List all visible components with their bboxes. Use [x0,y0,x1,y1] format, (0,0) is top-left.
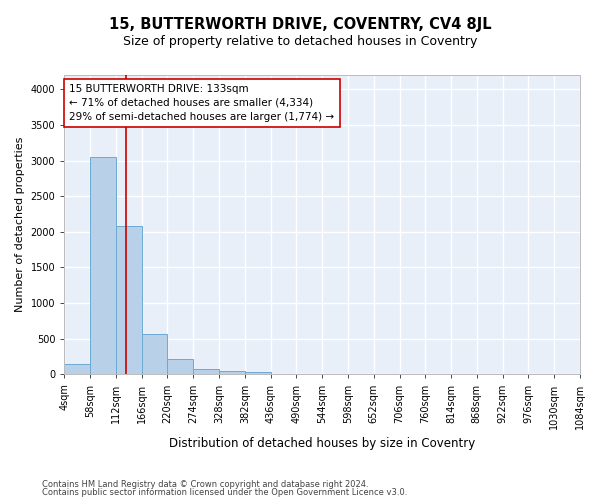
Y-axis label: Number of detached properties: Number of detached properties [15,137,25,312]
Text: 15, BUTTERWORTH DRIVE, COVENTRY, CV4 8JL: 15, BUTTERWORTH DRIVE, COVENTRY, CV4 8JL [109,18,491,32]
Bar [90,157,116,374]
Bar [116,226,142,374]
X-axis label: Distribution of detached houses by size in Coventry: Distribution of detached houses by size … [169,437,475,450]
Bar [142,334,167,374]
Text: Contains public sector information licensed under the Open Government Licence v3: Contains public sector information licen… [42,488,407,497]
Text: Contains HM Land Registry data © Crown copyright and database right 2024.: Contains HM Land Registry data © Crown c… [42,480,368,489]
Bar [219,371,245,374]
Text: Size of property relative to detached houses in Coventry: Size of property relative to detached ho… [123,35,477,48]
Bar [245,372,271,374]
Bar [167,360,193,374]
Bar [193,369,219,374]
Text: 15 BUTTERWORTH DRIVE: 133sqm
← 71% of detached houses are smaller (4,334)
29% of: 15 BUTTERWORTH DRIVE: 133sqm ← 71% of de… [70,84,335,122]
Bar [64,364,90,374]
